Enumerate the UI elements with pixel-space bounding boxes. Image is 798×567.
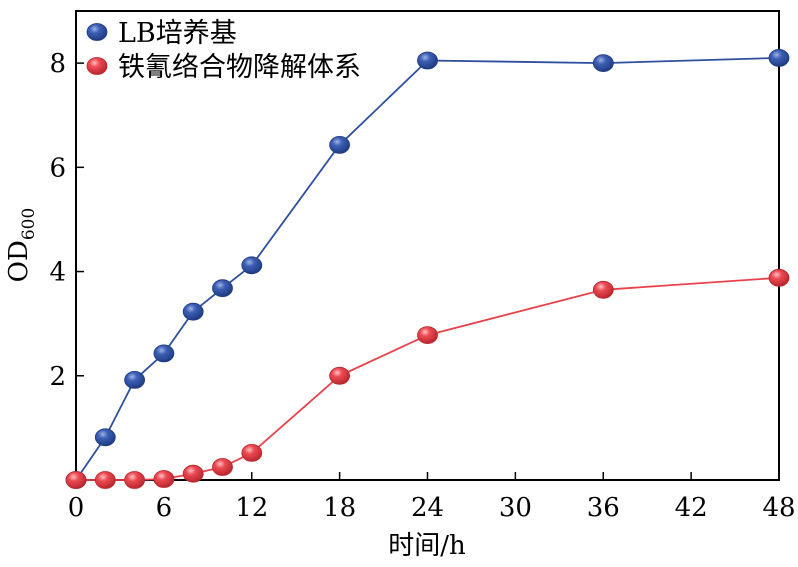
series-points — [65, 49, 790, 489]
data-point-series-1 — [124, 471, 146, 489]
data-point-series-1 — [768, 268, 790, 287]
data-point-series-1 — [241, 443, 263, 462]
y-tick-label: 6 — [49, 153, 66, 183]
data-point-series-1 — [592, 280, 614, 299]
legend-item-lb: LB培养基 — [86, 18, 237, 49]
y-tick-label: 4 — [49, 258, 66, 288]
data-point-series-0 — [592, 54, 614, 72]
data-point-series-0 — [94, 428, 116, 447]
y-axis: 2 4 6 8 — [49, 49, 84, 392]
data-point-series-0 — [182, 302, 204, 321]
y-axis-title-subscript: 600 — [19, 208, 39, 240]
data-point-series-1 — [417, 326, 438, 345]
data-point-series-1 — [212, 458, 233, 476]
data-point-series-0 — [241, 256, 263, 275]
legend-item-ferricyanide: 铁氰络合物降解体系 — [86, 52, 361, 83]
data-point-series-0 — [153, 344, 175, 363]
data-point-series-0 — [417, 51, 438, 70]
series-line-0 — [75, 57, 780, 481]
x-tick-label: 24 — [411, 493, 444, 523]
x-tick-label: 12 — [235, 493, 268, 523]
x-axis: 0 6 12 18 24 30 36 42 48 — [68, 472, 796, 523]
x-tick-label: 0 — [68, 493, 85, 523]
x-tick-label: 18 — [323, 493, 356, 523]
data-point-series-0 — [329, 135, 351, 154]
y-tick-label: 2 — [49, 362, 66, 392]
x-axis-title: 时间/h — [388, 531, 466, 561]
legend-marker-ferricyanide — [86, 57, 108, 75]
x-tick-label: 30 — [499, 493, 532, 523]
legend-marker-lb — [86, 23, 108, 41]
data-point-series-1 — [329, 366, 351, 385]
data-point-series-0 — [124, 370, 146, 389]
data-point-series-0 — [768, 49, 790, 67]
legend-label-ferricyanide: 铁氰络合物降解体系 — [118, 52, 361, 83]
series-line-1 — [76, 276, 780, 481]
series-lines — [75, 57, 780, 481]
legend: LB培养基 铁氰络合物降解体系 — [86, 18, 361, 83]
x-tick-label: 36 — [587, 493, 620, 523]
y-axis-title: OD600 — [4, 208, 39, 283]
data-point-series-0 — [212, 279, 233, 298]
data-point-series-1 — [94, 471, 116, 489]
x-tick-label: 6 — [156, 493, 173, 523]
x-tick-label: 42 — [675, 493, 708, 523]
x-tick-label: 48 — [762, 493, 795, 523]
data-point-series-1 — [182, 464, 204, 483]
legend-label-lb: LB培养基 — [118, 18, 237, 49]
data-point-series-1 — [153, 470, 175, 488]
y-tick-label: 8 — [49, 49, 66, 79]
data-point-series-1 — [65, 471, 87, 489]
y-axis-title-main: OD — [4, 240, 34, 282]
